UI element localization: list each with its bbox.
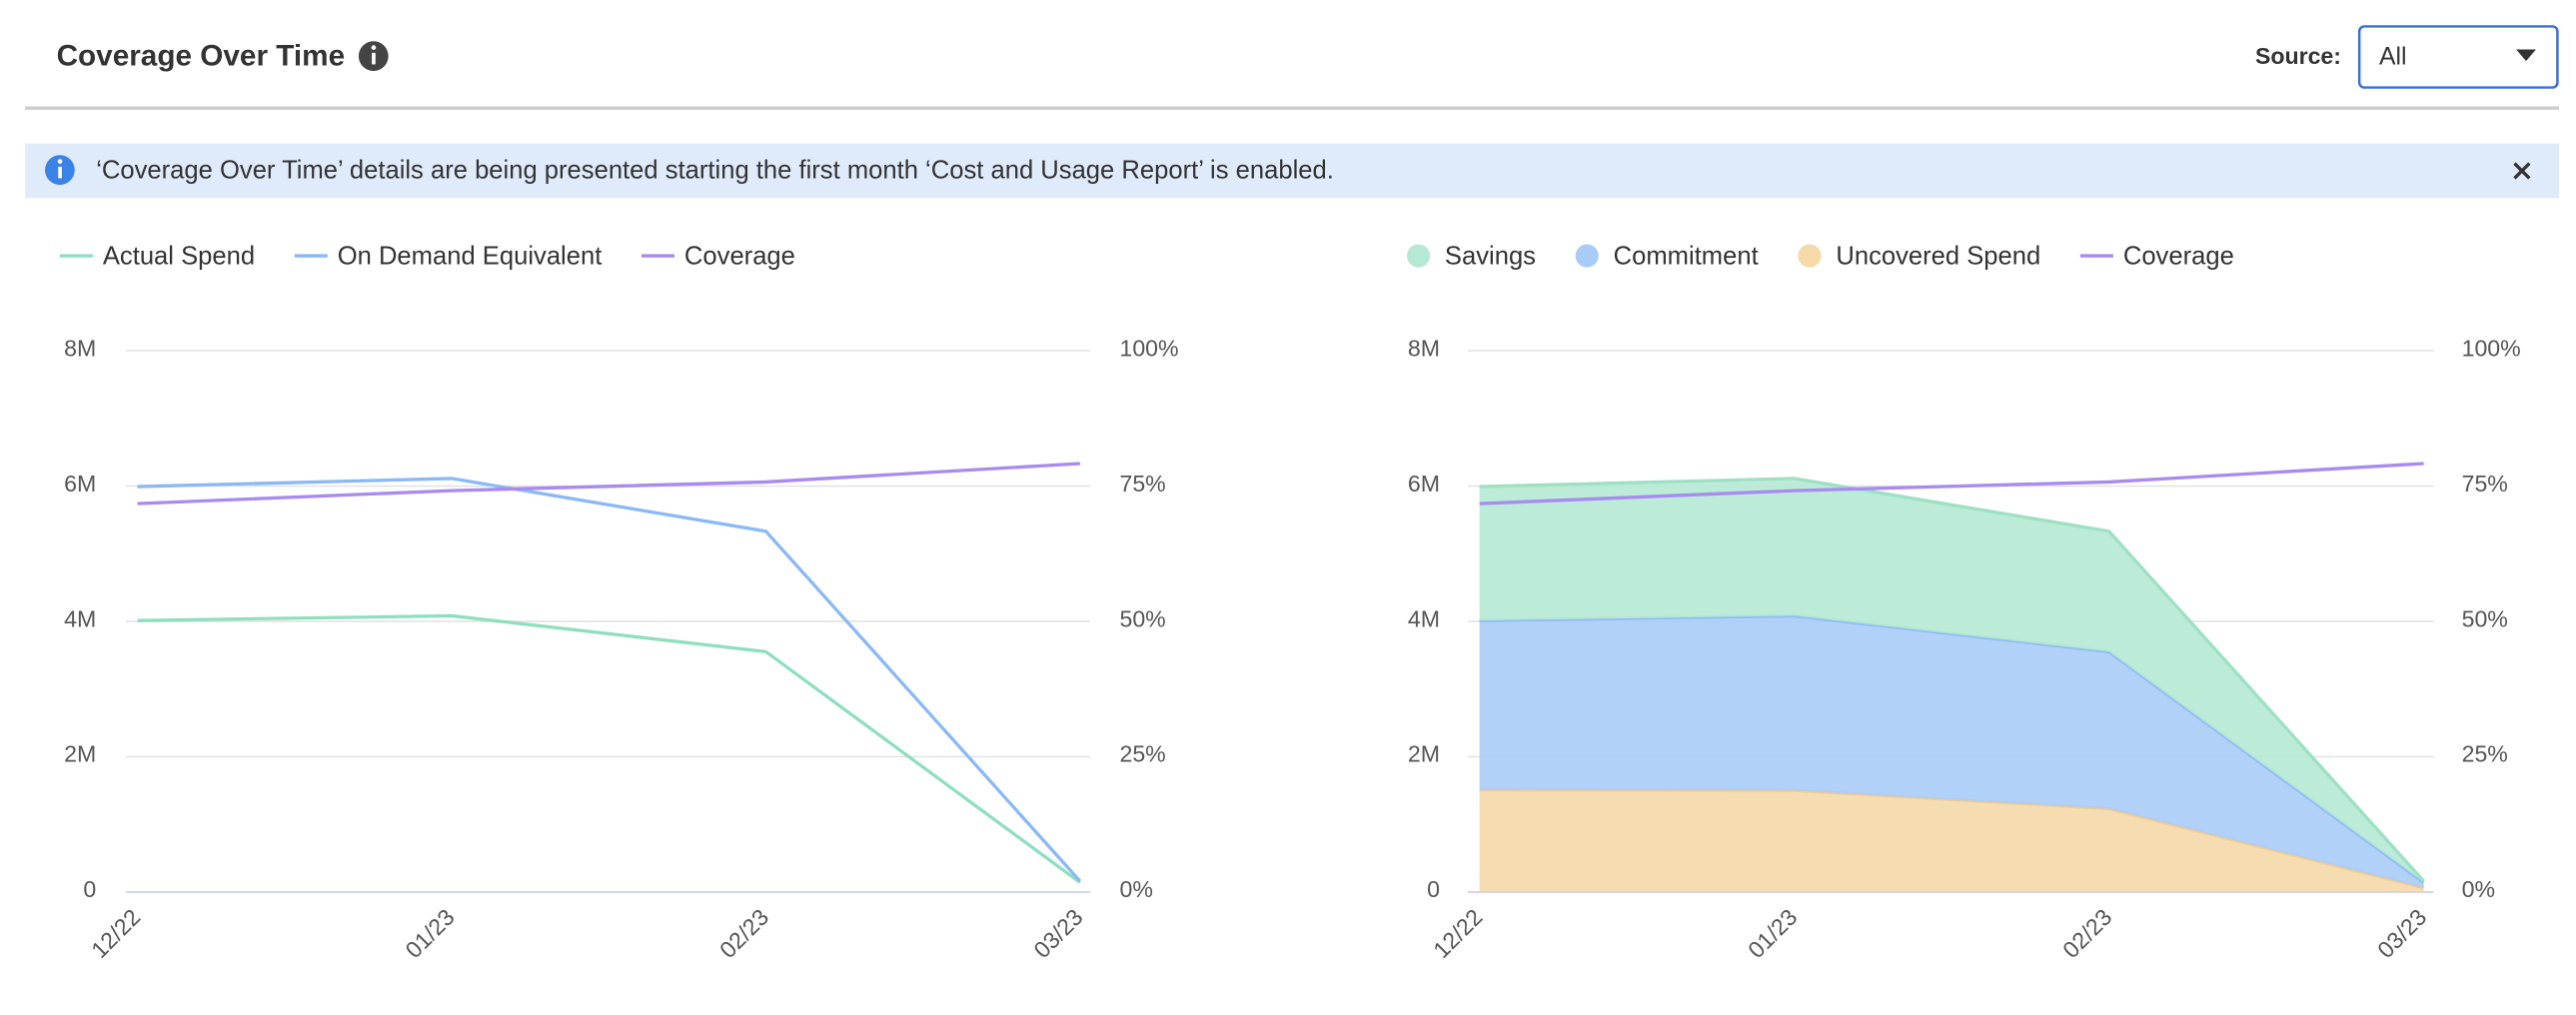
y-tick-label: 2M (1408, 741, 1440, 767)
y2-tick-label: 75% (1119, 471, 1165, 497)
stacked-area (1479, 789, 2424, 892)
y-tick-label: 6M (1408, 471, 1440, 497)
x-tick-label: 01/23 (1743, 904, 1802, 963)
legend-label: Coverage (2123, 242, 2234, 270)
legend-label: Coverage (684, 242, 795, 270)
area-edge (1479, 477, 2425, 883)
y-tick-label: 0 (83, 876, 96, 902)
y2-tick-label: 100% (1119, 335, 1178, 361)
y-tick-label: 4M (64, 605, 96, 631)
y-tick-label: 0 (1427, 876, 1440, 902)
x-tick-label: 03/23 (1028, 904, 1087, 963)
y2-tick-label: 50% (2462, 605, 2508, 631)
series-line (137, 462, 1080, 506)
banner-icon (45, 155, 75, 186)
y-tick-label: 2M (64, 741, 96, 767)
legend-label: Savings (1445, 242, 1536, 270)
banner-text: ‘Coverage Over Time’ details are being p… (96, 157, 1334, 185)
source-dropdown[interactable]: All (2357, 25, 2559, 89)
y2-tick-label: 100% (2462, 335, 2521, 361)
legend-label: Actual Spend (103, 242, 255, 270)
source-value: All (2379, 43, 2407, 70)
legend-swatch (1406, 244, 1431, 268)
series-line (137, 613, 1081, 884)
legend-label: Commitment (1614, 242, 1759, 270)
x-tick-label: 02/23 (714, 904, 773, 963)
stacked-area (1479, 615, 2424, 888)
legend-swatch (1798, 244, 1822, 268)
info-banner (25, 143, 2560, 199)
y-tick-label: 8M (1408, 335, 1440, 361)
y-tick-label: 8M (64, 335, 96, 361)
series-line (1479, 462, 2424, 506)
x-tick-label: 12/22 (1428, 904, 1487, 963)
x-tick-label: 12/22 (86, 904, 145, 963)
y2-tick-label: 25% (2462, 741, 2508, 767)
y2-tick-label: 75% (2462, 471, 2508, 497)
y2-tick-label: 50% (1119, 605, 1165, 631)
y2-tick-label: 0% (1119, 876, 1152, 902)
legend-label: Uncovered Spend (1836, 242, 2040, 270)
legend-label: On Demand Equivalent (338, 242, 603, 270)
banner-close[interactable] (2513, 162, 2531, 180)
info-icon[interactable] (358, 41, 389, 72)
legend-swatch (1575, 244, 1599, 268)
x-tick-label: 03/23 (2372, 904, 2431, 963)
series-line (137, 477, 1082, 883)
y-tick-label: 6M (64, 471, 96, 497)
y2-tick-label: 0% (2462, 876, 2495, 902)
x-tick-label: 01/23 (401, 904, 460, 963)
y2-tick-label: 25% (1119, 741, 1165, 767)
area-edge (1479, 613, 2425, 884)
stacked-area (1479, 478, 2424, 883)
source-label: Source: (2255, 43, 2341, 69)
widget-title: Coverage Over Time (57, 40, 346, 73)
y-tick-label: 4M (1408, 605, 1440, 631)
x-tick-label: 02/23 (2057, 904, 2116, 963)
